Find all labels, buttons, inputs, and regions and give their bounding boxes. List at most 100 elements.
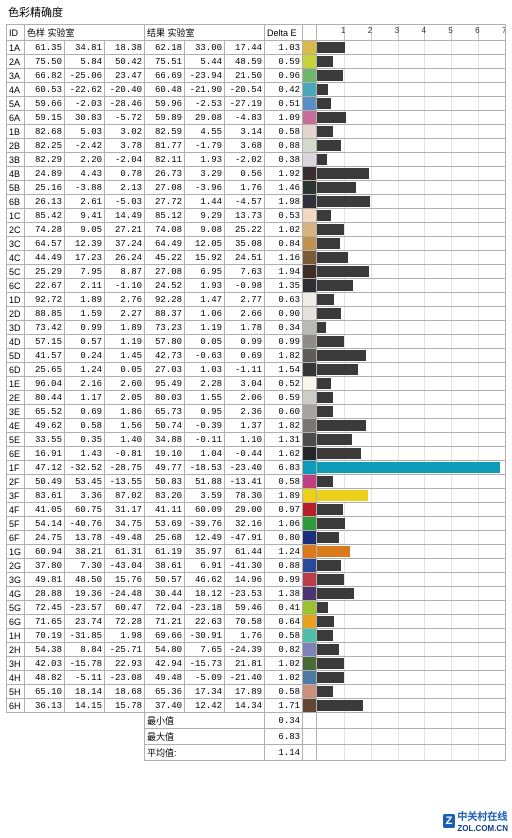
cell-result-2: 0.99 bbox=[225, 335, 265, 349]
cell-sample-0: 75.50 bbox=[25, 55, 65, 69]
cell-swatch bbox=[303, 41, 317, 55]
cell-result-1: -18.53 bbox=[185, 461, 225, 475]
cell-delta: 1.03 bbox=[265, 41, 303, 55]
cell-result-0: 27.03 bbox=[145, 363, 185, 377]
cell-result-2: 78.30 bbox=[225, 489, 265, 503]
cell-result-0: 64.49 bbox=[145, 237, 185, 251]
cell-bar bbox=[317, 475, 506, 489]
cell-result-0: 62.18 bbox=[145, 41, 185, 55]
cell-sample-2: 2.05 bbox=[105, 391, 145, 405]
delta-bar bbox=[317, 294, 334, 305]
color-swatch bbox=[303, 699, 316, 712]
watermark-url: ZOL.COM.CN bbox=[457, 824, 508, 833]
cell-result-0: 74.08 bbox=[145, 223, 185, 237]
cell-id: 1G bbox=[7, 545, 25, 559]
cell-result-1: 7.65 bbox=[185, 643, 225, 657]
cell-swatch bbox=[303, 601, 317, 615]
table-row: 4E49.620.581.5650.74-0.391.371.82 bbox=[7, 419, 506, 433]
cell-bar bbox=[317, 265, 506, 279]
cell-sample-2: 1.19 bbox=[105, 335, 145, 349]
cell-sample-0: 24.89 bbox=[25, 167, 65, 181]
cell-result-1: 0.95 bbox=[185, 405, 225, 419]
table-row: 6D25.651.240.0527.031.03-1.111.54 bbox=[7, 363, 506, 377]
table-row: 2C74.289.0527.2174.089.0825.221.02 bbox=[7, 223, 506, 237]
cell-sample-2: 2.13 bbox=[105, 181, 145, 195]
table-row: 2A75.505.8450.4275.515.4448.590.59 bbox=[7, 55, 506, 69]
cell-id: 6B bbox=[7, 195, 25, 209]
cell-delta: 0.88 bbox=[265, 559, 303, 573]
cell-sample-0: 54.14 bbox=[25, 517, 65, 531]
delta-bar bbox=[317, 434, 352, 445]
cell-sample-1: -2.42 bbox=[65, 139, 105, 153]
cell-sample-1: -32.52 bbox=[65, 461, 105, 475]
cell-id: 5D bbox=[7, 349, 25, 363]
cell-sample-1: -40.76 bbox=[65, 517, 105, 531]
cell-sample-0: 82.29 bbox=[25, 153, 65, 167]
cell-result-0: 49.77 bbox=[145, 461, 185, 475]
delta-bar bbox=[317, 98, 331, 109]
cell-result-0: 75.51 bbox=[145, 55, 185, 69]
cell-result-2: -47.91 bbox=[225, 531, 265, 545]
cell-result-2: 2.66 bbox=[225, 307, 265, 321]
table-row: 3D73.420.991.8973.231.191.780.34 bbox=[7, 321, 506, 335]
cell-sample-0: 65.52 bbox=[25, 405, 65, 419]
cell-sample-1: 19.36 bbox=[65, 587, 105, 601]
delta-bar bbox=[317, 406, 333, 417]
cell-result-1: -0.39 bbox=[185, 419, 225, 433]
delta-bar bbox=[317, 112, 346, 123]
cell-result-0: 92.28 bbox=[145, 293, 185, 307]
cell-sample-1: 3.36 bbox=[65, 489, 105, 503]
cell-sample-0: 73.42 bbox=[25, 321, 65, 335]
cell-delta: 0.88 bbox=[265, 139, 303, 153]
delta-bar bbox=[317, 546, 350, 557]
color-swatch bbox=[303, 517, 316, 530]
delta-bar bbox=[317, 504, 343, 515]
color-swatch bbox=[303, 391, 316, 404]
cell-sample-2: 3.02 bbox=[105, 125, 145, 139]
delta-bar bbox=[317, 322, 326, 333]
cell-sample-0: 42.03 bbox=[25, 657, 65, 671]
cell-sample-1: 48.50 bbox=[65, 573, 105, 587]
color-swatch bbox=[303, 293, 316, 306]
cell-sample-2: 87.02 bbox=[105, 489, 145, 503]
table-row: 2F50.4953.45-13.5550.8351.88-13.410.58 bbox=[7, 475, 506, 489]
cell-sample-1: 2.20 bbox=[65, 153, 105, 167]
cell-bar bbox=[317, 391, 506, 405]
cell-swatch bbox=[303, 545, 317, 559]
cell-sample-2: 1.98 bbox=[105, 629, 145, 643]
cell-result-2: 61.44 bbox=[225, 545, 265, 559]
cell-result-2: -41.30 bbox=[225, 559, 265, 573]
cell-swatch bbox=[303, 139, 317, 153]
table-row: 6B26.132.61-5.0327.721.44-4.571.98 bbox=[7, 195, 506, 209]
color-swatch bbox=[303, 377, 316, 390]
cell-delta: 6.83 bbox=[265, 461, 303, 475]
chart-tick-label: 2 bbox=[368, 26, 372, 35]
cell-result-1: 1.19 bbox=[185, 321, 225, 335]
cell-sample-2: 0.78 bbox=[105, 167, 145, 181]
cell-bar bbox=[317, 363, 506, 377]
cell-sample-2: 23.47 bbox=[105, 69, 145, 83]
cell-bar bbox=[317, 559, 506, 573]
cell-sample-2: 60.47 bbox=[105, 601, 145, 615]
delta-bar bbox=[317, 266, 369, 277]
cell-result-0: 80.03 bbox=[145, 391, 185, 405]
delta-bar bbox=[317, 630, 333, 641]
cell-sample-0: 71.65 bbox=[25, 615, 65, 629]
cell-delta: 1.71 bbox=[265, 699, 303, 713]
table-row: 1H70.19-31.851.9869.66-30.911.760.58 bbox=[7, 629, 506, 643]
data-table: ID 色样 实验室 结果 实验室 Delta E 1234567 1A61.35… bbox=[6, 24, 506, 761]
cell-delta: 1.16 bbox=[265, 251, 303, 265]
delta-bar bbox=[317, 588, 354, 599]
cell-bar bbox=[317, 629, 506, 643]
cell-bar bbox=[317, 139, 506, 153]
cell-sample-1: 13.78 bbox=[65, 531, 105, 545]
cell-sample-1: 38.21 bbox=[65, 545, 105, 559]
cell-sample-0: 80.44 bbox=[25, 391, 65, 405]
cell-result-1: 1.06 bbox=[185, 307, 225, 321]
cell-swatch bbox=[303, 307, 317, 321]
table-row: 5H65.1018.1418.6865.3617.3417.890.58 bbox=[7, 685, 506, 699]
delta-bar bbox=[317, 308, 341, 319]
cell-id: 4G bbox=[7, 587, 25, 601]
cell-sample-0: 25.29 bbox=[25, 265, 65, 279]
cell-swatch bbox=[303, 629, 317, 643]
